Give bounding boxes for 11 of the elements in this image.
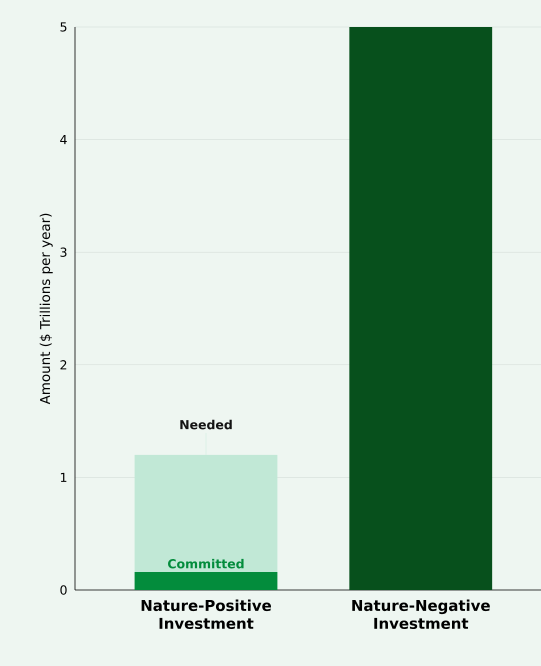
y-tick-label: 0 xyxy=(60,585,67,595)
y-tick-label: 5 xyxy=(60,22,66,32)
series-label: Committed xyxy=(168,558,244,568)
x-tick-label: Nature-Negative Investment xyxy=(352,600,490,630)
y-tick-label: 2 xyxy=(60,360,66,370)
x-tick-label: Nature-Positive Investment xyxy=(142,600,272,630)
y-axis-title: Amount ($ Trillions per year) xyxy=(40,214,53,404)
text: Needed xyxy=(180,420,232,430)
y-tick-label: 4 xyxy=(60,135,67,144)
y-tick-label: 1 xyxy=(60,472,66,482)
y-tick-label: 3 xyxy=(60,247,66,257)
